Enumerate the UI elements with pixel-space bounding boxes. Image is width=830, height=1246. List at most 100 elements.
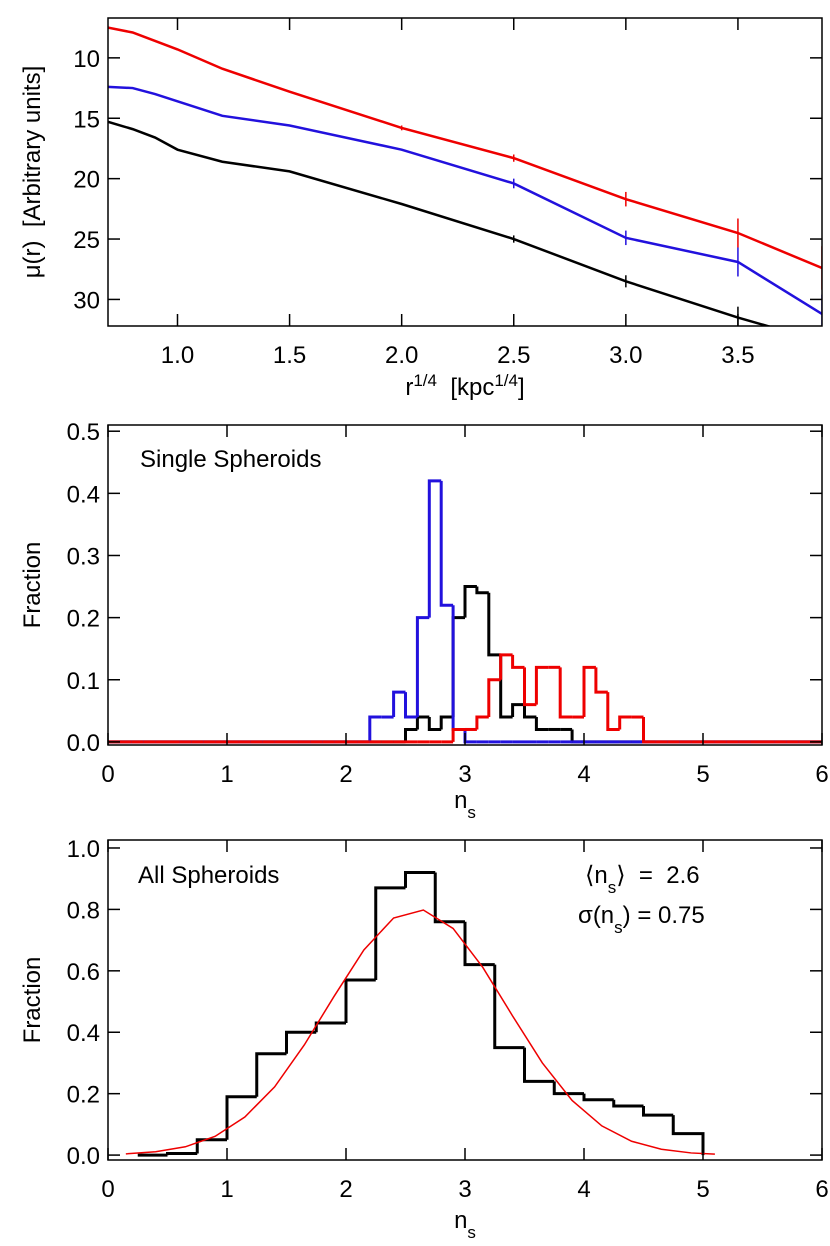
text-segment: 1/4 <box>494 371 518 390</box>
y-tick-label: 10 <box>73 46 100 73</box>
histogram-bin <box>463 585 477 618</box>
histogram-bin <box>558 667 573 719</box>
y-axis-label: Fraction <box>19 542 46 629</box>
text-segment: ⟩ = 2.6 <box>616 862 699 889</box>
x-tick-label: 6 <box>815 1176 828 1203</box>
x-tick-label: 1 <box>220 761 233 788</box>
x-tick-label: 1.5 <box>273 342 306 369</box>
y-tick-label: 0.5 <box>67 419 100 446</box>
histogram-bin <box>415 715 430 730</box>
histogram-bin <box>582 665 596 718</box>
histogram-bin <box>433 872 465 924</box>
x-tick-label: 3 <box>458 1176 471 1203</box>
histogram-bin <box>618 715 632 730</box>
y-axis-label: Fraction <box>19 957 46 1044</box>
text-segment: s <box>614 918 623 937</box>
histogram-bin <box>255 1052 287 1097</box>
x-tick-label: 4 <box>577 761 590 788</box>
histogram-bin <box>523 1047 555 1083</box>
line <box>108 26 822 270</box>
y-tick-label: 0.6 <box>67 959 100 986</box>
x-tick-label: 2.0 <box>385 342 418 369</box>
histogram-bin <box>582 1093 614 1102</box>
histogram-bin <box>671 1115 705 1156</box>
y-tick-label: 0.2 <box>67 606 100 633</box>
histogram-bin <box>427 479 442 618</box>
axes-frame <box>107 839 823 1161</box>
annotation: ⟨ns⟩ = 2.6 <box>585 862 700 897</box>
x-tick-label: 1 <box>220 1176 233 1203</box>
histogram-bin <box>523 667 537 707</box>
text-segment: n <box>454 787 467 814</box>
histogram-bin <box>451 727 465 742</box>
annotation: Single Spheroids <box>140 446 321 473</box>
x-axis-label: r1/4 [kpc1/4] <box>405 371 524 402</box>
histogram-bin <box>404 727 418 742</box>
y-tick-label: 0.0 <box>67 730 100 757</box>
histogram-bin <box>642 1105 674 1117</box>
y-tick-label: 0.1 <box>67 668 100 695</box>
histogram-bin <box>225 1095 257 1140</box>
x-tick-label: 6 <box>815 761 828 788</box>
y-tick-label: 25 <box>73 227 100 254</box>
histogram-bin <box>415 616 430 718</box>
histogram-bin <box>570 729 584 744</box>
histogram-bin <box>314 1021 346 1033</box>
x-tick-label: 2.5 <box>497 342 530 369</box>
x-tick-label: 3.0 <box>609 342 642 369</box>
y-tick-label: 1.0 <box>67 836 100 863</box>
histogram-bin <box>642 717 656 744</box>
text-segment: σ(n <box>578 902 614 929</box>
histogram-bin <box>487 592 501 657</box>
histogram-bin <box>368 715 382 742</box>
y-tick-label: 0.0 <box>67 1143 100 1170</box>
x-tick-label: 0 <box>101 1176 114 1203</box>
x-tick-label: 5 <box>696 761 709 788</box>
x-axis-label: ns <box>454 1207 476 1242</box>
y-tick-label: 0.2 <box>67 1082 100 1109</box>
text-segment: 1/4 <box>413 371 437 390</box>
x-tick-label: 2 <box>339 761 352 788</box>
text-segment: s <box>467 803 476 822</box>
x-axis-label: ns <box>454 787 476 822</box>
x-tick-label: 0 <box>101 761 114 788</box>
histogram-bin <box>195 1138 227 1154</box>
text-segment: s <box>467 1223 476 1242</box>
annotation: All Spheroids <box>138 862 279 889</box>
x-tick-label: 5 <box>696 1176 709 1203</box>
y-tick-label: 15 <box>73 106 100 133</box>
histogram-bin <box>475 715 489 730</box>
histogram-bin <box>427 717 442 731</box>
histogram-bin <box>534 665 549 705</box>
histogram-bin <box>487 678 501 718</box>
histogram-bin <box>404 692 418 719</box>
x-tick-label: 4 <box>577 1176 590 1203</box>
histogram-bin <box>404 871 436 888</box>
annotation: σ(ns) = 0.75 <box>578 902 705 937</box>
y-tick-label: 0.4 <box>67 481 100 508</box>
histogram-bin <box>612 1099 644 1108</box>
histogram-bin <box>463 921 495 967</box>
y-tick-label: 0.8 <box>67 897 100 924</box>
plot-area <box>125 871 715 1157</box>
plot-area <box>108 479 822 744</box>
text-segment: ) = 0.75 <box>623 902 705 929</box>
text-segment: ] <box>518 374 525 401</box>
histogram-bin <box>451 616 465 718</box>
histogram-bin <box>534 717 549 731</box>
histogram-bin <box>463 729 477 744</box>
text-segment: n <box>454 1207 467 1234</box>
histogram-bin <box>344 978 376 1024</box>
histogram-bin <box>285 1030 317 1054</box>
line <box>108 120 772 326</box>
line <box>108 85 822 315</box>
x-tick-label: 3 <box>458 761 471 788</box>
histogram-bin <box>594 667 608 694</box>
axes-frame <box>107 424 823 746</box>
y-axis-label: μ(r) [Arbitrary units] <box>19 66 46 279</box>
histogram-bin <box>523 704 537 719</box>
text-segment: ⟨n <box>585 862 608 889</box>
histogram-bin <box>499 653 513 680</box>
plot-area <box>108 26 822 326</box>
